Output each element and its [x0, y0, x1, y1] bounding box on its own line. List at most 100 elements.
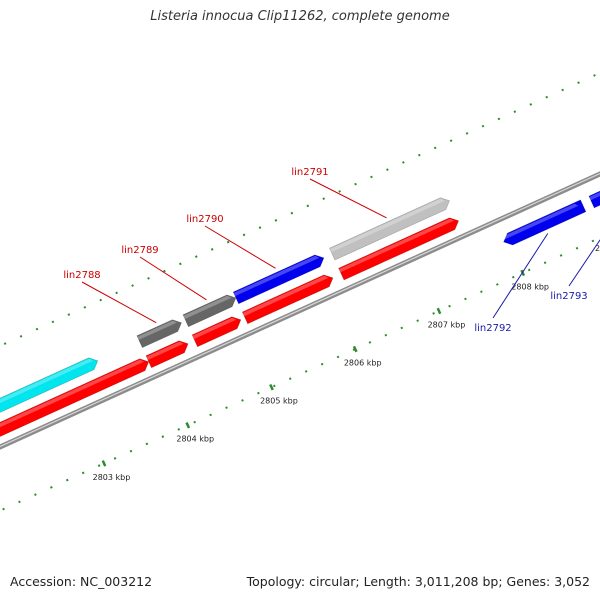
scale-dot	[402, 161, 405, 164]
gene-arrow-highlight	[192, 317, 237, 339]
scale-dot	[145, 442, 149, 446]
scale-dot	[529, 103, 533, 106]
scale-dot	[99, 298, 103, 302]
scale-dot	[449, 139, 453, 142]
lin2790-gene-arrow	[232, 254, 325, 305]
scale-dot	[480, 290, 483, 294]
accession-label: Accession: NC_003212	[10, 574, 153, 589]
scale-dot	[288, 377, 292, 380]
gene-label: lin2791	[291, 167, 328, 178]
gene-arrow	[145, 340, 189, 369]
lin2788-gene-arrow	[136, 319, 182, 348]
outer-scale-track	[3, 74, 596, 345]
scale-dot	[591, 239, 595, 243]
scale-dot	[417, 153, 421, 157]
scale-dot	[400, 326, 404, 330]
gene-arrow-highlight	[233, 255, 320, 297]
scale-tick	[185, 422, 191, 429]
scale-dot	[545, 95, 549, 99]
gene-label: lin2793	[550, 291, 587, 302]
scale-dot	[3, 342, 7, 345]
genome-backbone-highlight	[0, 172, 600, 448]
scale-tick	[436, 307, 442, 315]
lin2789-gene-arrow	[182, 294, 237, 328]
scale-dot	[97, 464, 101, 467]
scale-dot	[83, 306, 87, 309]
scale-dot	[131, 284, 134, 287]
scale-dot	[19, 335, 23, 338]
scale-dot	[481, 124, 485, 128]
gene-arrow-highlight	[589, 192, 600, 201]
scale-tick-label: 2809 kbp	[595, 244, 600, 253]
inner-scale-track	[2, 239, 595, 511]
lin2791-gene-arrow	[329, 197, 450, 261]
scale-dot	[384, 333, 388, 337]
lin2793-gene-arrow	[588, 190, 600, 209]
gene-arrow	[0, 357, 99, 413]
scale-dot	[2, 507, 5, 511]
scale-dot	[577, 81, 580, 85]
scale-tick-label: 2803 kbp	[93, 473, 131, 482]
gene-arrow	[338, 217, 460, 281]
scale-dot	[210, 248, 214, 251]
scale-dot	[448, 304, 451, 308]
scale-dot	[593, 74, 596, 77]
gene-arrow	[0, 358, 150, 437]
gene-label: lin2790	[186, 214, 223, 225]
scale-dot	[527, 268, 531, 272]
scale-tick	[101, 460, 107, 467]
scale-tick-label: 2804 kbp	[176, 435, 214, 444]
scale-dot	[177, 428, 181, 431]
scale-dot	[290, 211, 294, 215]
scale-dot	[497, 117, 501, 121]
scale-dot	[35, 327, 39, 331]
scale-dot	[225, 406, 228, 409]
scale-tick-label: 2806 kbp	[344, 358, 382, 367]
scale-dot	[113, 457, 117, 460]
scale-dot	[338, 190, 341, 193]
scale-dot	[274, 219, 278, 222]
scale-dot	[129, 449, 133, 453]
label-leader-line	[568, 239, 600, 287]
scale-dot	[161, 435, 165, 438]
gene-label: lin2792	[474, 323, 511, 334]
scale-dot	[496, 283, 499, 286]
scale-dot	[304, 370, 308, 373]
scale-dot	[354, 182, 357, 186]
scale-dot	[386, 168, 389, 171]
scale-dot	[322, 197, 326, 200]
scale-dot	[513, 110, 517, 113]
gene-label: lin2788	[63, 270, 100, 281]
scale-dot	[241, 399, 244, 402]
gene-arrow-highlight	[0, 358, 94, 404]
scale-dot	[67, 313, 71, 316]
genome-summary: Topology: circular; Length: 3,011,208 bp…	[246, 574, 590, 589]
lin2792-gene-arrow	[503, 199, 587, 246]
scale-tick-label: 2807 kbp	[428, 320, 466, 329]
scale-dot	[258, 226, 262, 229]
gene-arrow-highlight	[0, 359, 145, 428]
scale-dot	[432, 312, 435, 315]
map-title: Listeria innocua Clip11262, complete gen…	[150, 9, 450, 24]
scale-dot	[115, 291, 118, 295]
scale-tick-label: 2805 kbp	[260, 397, 298, 406]
gene-arrow	[191, 316, 242, 348]
label-leader-line	[204, 225, 276, 269]
gene-arrow-highlight	[501, 203, 579, 241]
gene-arrow-highlight	[146, 341, 184, 360]
scale-dot	[34, 493, 37, 496]
scale-dot	[193, 420, 197, 424]
label-leader-line	[492, 233, 549, 319]
scale-dot	[226, 240, 230, 244]
scale-dot	[511, 275, 515, 279]
scale-dot	[147, 277, 150, 280]
scale-dot	[81, 471, 85, 475]
scale-dot	[51, 320, 55, 324]
label-leader-line	[81, 281, 157, 324]
scale-dot	[306, 204, 310, 208]
scale-dot	[465, 132, 469, 135]
scale-dot	[209, 413, 212, 417]
scale-dot	[368, 341, 372, 344]
scale-dot	[194, 255, 198, 258]
scale-dot	[336, 355, 340, 359]
